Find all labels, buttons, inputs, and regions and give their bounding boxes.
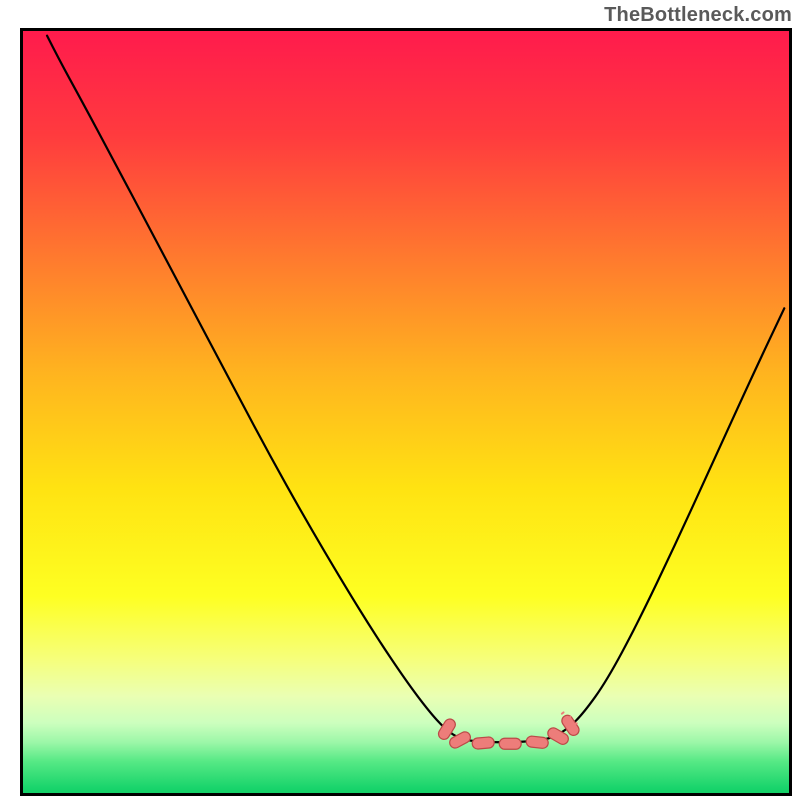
chart-container: TheBottleneck.com [0,0,800,800]
bottleneck-chart [0,0,800,800]
marker-capsule [472,737,495,750]
watermark-label: TheBottleneck.com [604,4,792,27]
marker-capsule [499,738,521,749]
marker-capsule [526,736,549,749]
